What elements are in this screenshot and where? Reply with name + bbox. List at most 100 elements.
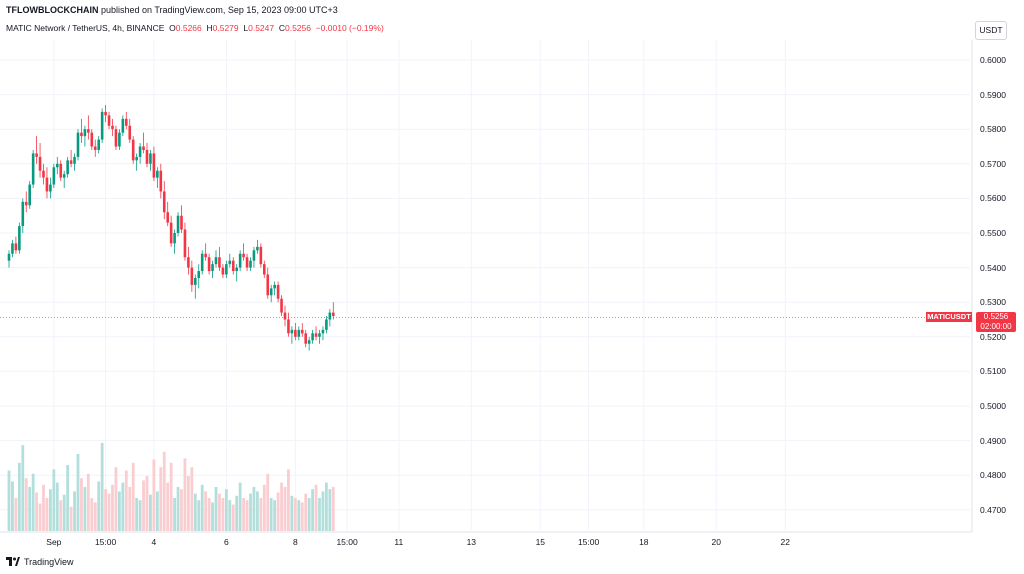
candle-body bbox=[321, 329, 325, 334]
candle-body bbox=[263, 264, 266, 275]
volume-bar bbox=[104, 489, 107, 531]
volume-bar bbox=[131, 462, 135, 531]
volume-bar bbox=[214, 487, 218, 531]
volume-bar bbox=[166, 482, 170, 531]
close-value: 0.5256 bbox=[284, 23, 311, 33]
volume-bar bbox=[183, 458, 187, 531]
time-tick-label: 13 bbox=[466, 537, 477, 547]
volume-bar bbox=[35, 492, 38, 531]
price-tick-label: 0.5100 bbox=[980, 366, 1006, 377]
candle-body bbox=[73, 156, 76, 164]
candle-body bbox=[166, 212, 169, 223]
candle-body bbox=[283, 312, 287, 320]
volume-bar bbox=[135, 498, 139, 531]
candle-body bbox=[83, 129, 87, 137]
volume-bar bbox=[145, 476, 149, 531]
candle-body bbox=[176, 215, 180, 233]
price-tick-label: 0.5200 bbox=[980, 331, 1006, 342]
candle-body bbox=[11, 243, 14, 254]
candle-body bbox=[183, 229, 187, 258]
volume-bar bbox=[24, 478, 28, 531]
tradingview-logo-icon bbox=[6, 557, 20, 566]
candle-body bbox=[45, 177, 49, 192]
volume-bar bbox=[118, 491, 121, 531]
candle-body bbox=[231, 260, 235, 272]
candle-body bbox=[249, 260, 252, 268]
volume-bar bbox=[318, 498, 321, 531]
volume-bar bbox=[114, 467, 118, 531]
volume-bar bbox=[100, 443, 104, 531]
candle-body bbox=[194, 277, 197, 285]
currency-button[interactable]: USDT bbox=[975, 21, 1007, 40]
price-tick-label: 0.5700 bbox=[980, 158, 1006, 169]
volume-bar bbox=[21, 445, 25, 531]
volume-bar bbox=[228, 500, 232, 531]
time-tick-label: 15:00 bbox=[94, 537, 117, 547]
open-value: 0.5266 bbox=[175, 23, 202, 33]
volume-bar bbox=[80, 478, 83, 531]
candle-body bbox=[62, 174, 66, 178]
volume-bar bbox=[159, 467, 163, 531]
volume-bar bbox=[52, 469, 56, 531]
volume-bar bbox=[90, 498, 94, 531]
symbol-legend: MATIC Network / TetherUS, 4h, BINANCE O0… bbox=[6, 23, 384, 33]
volume-bar bbox=[321, 491, 325, 531]
candle-body bbox=[221, 267, 225, 275]
volume-bar bbox=[287, 469, 290, 531]
time-tick-label: 15 bbox=[535, 537, 546, 547]
volume-bar bbox=[331, 487, 335, 531]
candle-body bbox=[245, 257, 249, 268]
volume-bar bbox=[245, 500, 249, 531]
footer-brand[interactable]: TradingView bbox=[6, 557, 74, 567]
time-tick-label: 8 bbox=[292, 537, 298, 547]
time-tick-label: Sep bbox=[46, 537, 62, 547]
price-chart[interactable] bbox=[0, 40, 1024, 540]
price-tick-label: 0.4900 bbox=[980, 435, 1006, 446]
volume-bar bbox=[300, 502, 304, 531]
volume-bar bbox=[76, 454, 80, 531]
volume-bar bbox=[235, 495, 239, 531]
volume-bar bbox=[107, 493, 111, 531]
volume-bar bbox=[59, 500, 63, 531]
candle-body bbox=[76, 132, 80, 157]
candle-body bbox=[266, 274, 270, 296]
candle-body bbox=[121, 118, 125, 133]
candle-body bbox=[173, 233, 176, 244]
candle-body bbox=[211, 264, 214, 272]
bar-countdown: 02:00:00 bbox=[980, 322, 1012, 331]
volume-bar bbox=[49, 489, 52, 531]
candle-body bbox=[300, 329, 304, 334]
volume-bar bbox=[276, 492, 280, 531]
price-tick-label: 0.4800 bbox=[980, 470, 1006, 481]
volume-bar bbox=[124, 470, 128, 531]
candle-body bbox=[204, 253, 207, 258]
candle-body bbox=[100, 111, 104, 140]
candle-body bbox=[87, 129, 90, 133]
volume-bar bbox=[138, 500, 142, 531]
volume-bar bbox=[200, 484, 204, 531]
volume-bar bbox=[31, 473, 35, 531]
candle-body bbox=[287, 319, 290, 334]
volume-bar bbox=[55, 482, 59, 531]
price-tick-label: 0.5900 bbox=[980, 89, 1006, 100]
volume-bar bbox=[66, 465, 70, 531]
volume-bar bbox=[11, 481, 14, 531]
volume-bar bbox=[155, 491, 159, 531]
footer-brand-text: TradingView bbox=[24, 557, 74, 567]
candle-body bbox=[24, 201, 28, 206]
volume-bar bbox=[249, 493, 252, 531]
candle-body bbox=[307, 340, 311, 344]
price-tick-label: 0.5300 bbox=[980, 297, 1006, 308]
candle-body bbox=[97, 139, 100, 150]
candle-body bbox=[318, 333, 321, 337]
time-tick-label: 15:00 bbox=[336, 537, 358, 547]
price-tick-label: 0.5600 bbox=[980, 193, 1006, 204]
change-value: −0.0010 (−0.19%) bbox=[315, 23, 384, 33]
low-value: 0.5247 bbox=[248, 23, 275, 33]
volume-bar bbox=[128, 487, 132, 531]
volume-bar bbox=[176, 487, 180, 531]
volume-bar bbox=[283, 487, 287, 531]
candle-body bbox=[131, 139, 135, 161]
time-tick-label: 11 bbox=[394, 537, 404, 547]
candle-body bbox=[149, 153, 152, 164]
